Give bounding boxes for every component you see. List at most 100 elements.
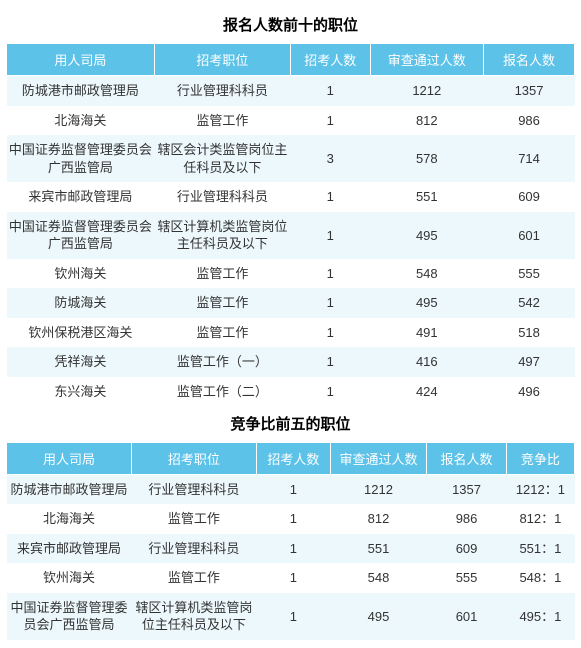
table-row: 北海海关监管工作1812986812：1 [7, 504, 575, 534]
table2-cell: 行业管理科科员 [131, 534, 256, 564]
table1-cell: 1 [290, 318, 370, 348]
table1-cell: 行业管理科科员 [154, 182, 290, 212]
table-row: 凭祥海关监管工作（一）1416497 [7, 347, 575, 377]
table1-cell: 986 [484, 106, 575, 136]
table1-cell: 609 [484, 182, 575, 212]
table1-cell: 1 [290, 212, 370, 259]
table2-cell: 609 [427, 534, 507, 564]
table1-cell: 812 [370, 106, 484, 136]
table2: 用人司局 招考职位 招考人数 审查通过人数 报名人数 竞争比 防城港市邮政管理局… [6, 442, 575, 640]
table1-col-3: 审查通过人数 [370, 44, 484, 76]
table1-cell: 1 [290, 106, 370, 136]
table2-cell: 行业管理科科员 [131, 474, 256, 504]
table-row: 钦州海关监管工作1548555548：1 [7, 563, 575, 593]
table2-cell: 来宾市邮政管理局 [7, 534, 132, 564]
table1-cell: 1 [290, 347, 370, 377]
table2-head: 用人司局 招考职位 招考人数 审查通过人数 报名人数 竞争比 [7, 442, 575, 474]
table2-cell: 1 [256, 504, 330, 534]
table2-cell: 551 [330, 534, 427, 564]
table1-cell: 钦州保税港区海关 [7, 318, 155, 348]
table1-cell: 497 [484, 347, 575, 377]
table1-cell: 来宾市邮政管理局 [7, 182, 155, 212]
table-row: 钦州保税港区海关监管工作1491518 [7, 318, 575, 348]
table1-cell: 1 [290, 182, 370, 212]
table2-col-4: 报名人数 [427, 442, 507, 474]
table1-cell: 钦州海关 [7, 259, 155, 289]
table-row: 防城港市邮政管理局行业管理科科员1121213571212：1 [7, 474, 575, 504]
table1-cell: 548 [370, 259, 484, 289]
table2-cell: 1 [256, 474, 330, 504]
table1-title: 报名人数前十的职位 [6, 8, 575, 43]
table2-cell: 548 [330, 563, 427, 593]
table1-cell: 监管工作（二） [154, 377, 290, 407]
table2-col-0: 用人司局 [7, 442, 132, 474]
table2-cell: 1 [256, 563, 330, 593]
table1-cell: 3 [290, 135, 370, 182]
table-row: 来宾市邮政管理局行业管理科科员1551609 [7, 182, 575, 212]
table2-cell: 601 [427, 593, 507, 640]
table1-cell: 495 [370, 288, 484, 318]
table1: 用人司局 招考职位 招考人数 审查通过人数 报名人数 防城港市邮政管理局行业管理… [6, 43, 575, 407]
table2-col-5: 竞争比 [506, 442, 574, 474]
table-row: 北海海关监管工作1812986 [7, 106, 575, 136]
table1-body: 防城港市邮政管理局行业管理科科员112121357北海海关监管工作1812986… [7, 76, 575, 407]
table1-cell: 416 [370, 347, 484, 377]
table1-col-4: 报名人数 [484, 44, 575, 76]
table1-cell: 监管工作 [154, 288, 290, 318]
table1-cell: 1212 [370, 76, 484, 106]
table1-cell: 监管工作 [154, 106, 290, 136]
table1-cell: 防城海关 [7, 288, 155, 318]
table-row: 中国证券监督管理委员会广西监管局辖区计算机类监管岗位主任科员及以下1495601 [7, 212, 575, 259]
table1-cell: 518 [484, 318, 575, 348]
table1-cell: 中国证券监督管理委员会广西监管局 [7, 212, 155, 259]
table1-cell: 防城港市邮政管理局 [7, 76, 155, 106]
table1-col-0: 用人司局 [7, 44, 155, 76]
table2-cell: 辖区计算机类监管岗位主任科员及以下 [131, 593, 256, 640]
table1-cell: 601 [484, 212, 575, 259]
table2-cell: 监管工作 [131, 563, 256, 593]
table1-cell: 496 [484, 377, 575, 407]
table1-cell: 辖区计算机类监管岗位主任科员及以下 [154, 212, 290, 259]
table1-cell: 中国证券监督管理委员会广西监管局 [7, 135, 155, 182]
table1-cell: 监管工作（一） [154, 347, 290, 377]
table-row: 东兴海关监管工作（二）1424496 [7, 377, 575, 407]
table2-cell: 812 [330, 504, 427, 534]
table2-col-1: 招考职位 [131, 442, 256, 474]
table-row: 钦州海关监管工作1548555 [7, 259, 575, 289]
table1-cell: 551 [370, 182, 484, 212]
table-row: 防城海关监管工作1495542 [7, 288, 575, 318]
table1-cell: 491 [370, 318, 484, 348]
table2-cell: 钦州海关 [7, 563, 132, 593]
table1-cell: 1 [290, 76, 370, 106]
table2-cell: 548：1 [506, 563, 574, 593]
table-row: 来宾市邮政管理局行业管理科科员1551609551：1 [7, 534, 575, 564]
table1-cell: 北海海关 [7, 106, 155, 136]
table1-cell: 542 [484, 288, 575, 318]
table1-cell: 凭祥海关 [7, 347, 155, 377]
table1-cell: 555 [484, 259, 575, 289]
table1-cell: 监管工作 [154, 318, 290, 348]
table2-cell: 1 [256, 593, 330, 640]
table-row: 防城港市邮政管理局行业管理科科员112121357 [7, 76, 575, 106]
table1-cell: 辖区会计类监管岗位主任科员及以下 [154, 135, 290, 182]
table1-head: 用人司局 招考职位 招考人数 审查通过人数 报名人数 [7, 44, 575, 76]
table2-cell: 812：1 [506, 504, 574, 534]
table2-cell: 1357 [427, 474, 507, 504]
table2-cell: 监管工作 [131, 504, 256, 534]
table1-cell: 行业管理科科员 [154, 76, 290, 106]
table1-col-2: 招考人数 [290, 44, 370, 76]
table2-cell: 986 [427, 504, 507, 534]
table2-cell: 防城港市邮政管理局 [7, 474, 132, 504]
table1-cell: 东兴海关 [7, 377, 155, 407]
table1-cell: 495 [370, 212, 484, 259]
table1-cell: 424 [370, 377, 484, 407]
table-row: 中国证券监督管理委员会广西监管局辖区计算机类监管岗位主任科员及以下1495601… [7, 593, 575, 640]
table2-body: 防城港市邮政管理局行业管理科科员1121213571212：1北海海关监管工作1… [7, 474, 575, 640]
table1-cell: 监管工作 [154, 259, 290, 289]
table2-cell: 1 [256, 534, 330, 564]
table1-cell: 1 [290, 377, 370, 407]
table2-cell: 中国证券监督管理委员会广西监管局 [7, 593, 132, 640]
table2-cell: 北海海关 [7, 504, 132, 534]
table2-cell: 495：1 [506, 593, 574, 640]
table1-cell: 1 [290, 259, 370, 289]
